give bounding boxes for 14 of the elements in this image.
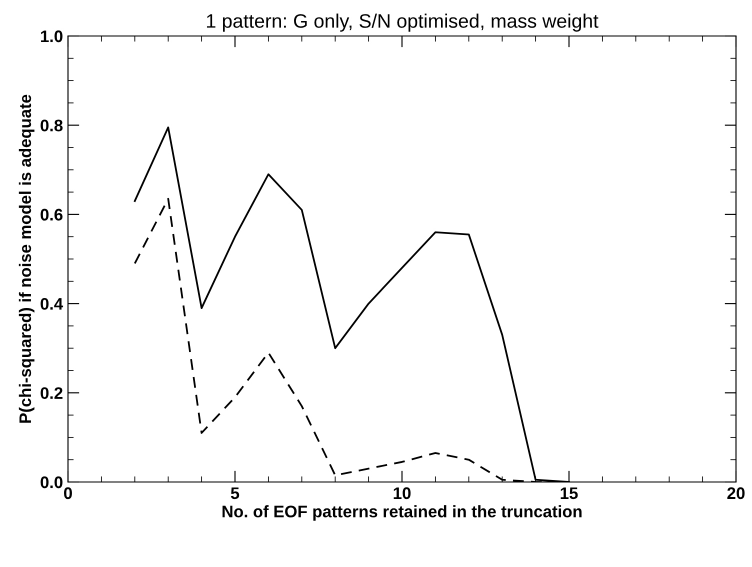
x-axis-title: No. of EOF patterns retained in the truncation bbox=[222, 505, 582, 521]
y-tick-label: 0.4 bbox=[40, 298, 64, 310]
x-tick-label: 15 bbox=[560, 487, 578, 500]
chart-title: 1 pattern: G only, S/N optimised, mass weight bbox=[206, 14, 598, 32]
x-tick-label: 20 bbox=[727, 487, 745, 500]
x-tick-label: 5 bbox=[230, 487, 240, 500]
y-tick-label: 0.6 bbox=[40, 208, 63, 221]
x-tick-label: 10 bbox=[394, 487, 411, 500]
y-tick-label: 0.8 bbox=[40, 120, 63, 132]
y-axis-title: P(chi-squared) if noise model is adequate bbox=[18, 94, 34, 423]
y-tick-label: 0.0 bbox=[40, 476, 62, 488]
y-tick-label: 1.0 bbox=[41, 30, 62, 42]
y-tick-label: 0.2 bbox=[40, 387, 62, 400]
x-tick-label: 0 bbox=[64, 487, 72, 500]
